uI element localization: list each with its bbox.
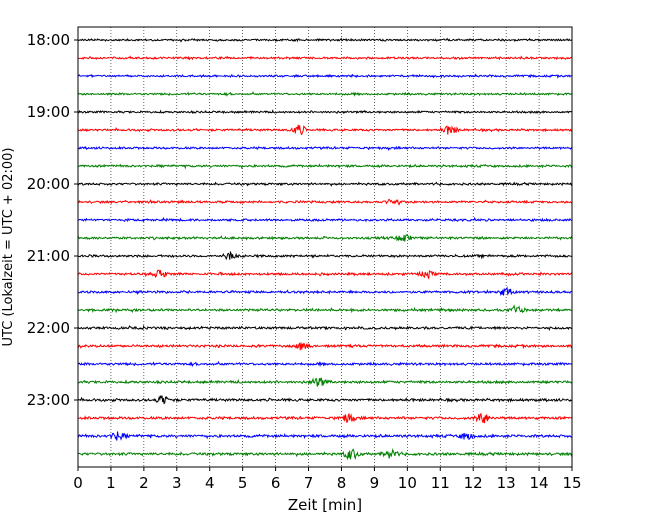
x-tick-label: 7	[304, 474, 314, 492]
trace-line	[77, 395, 573, 405]
trace-line	[77, 37, 573, 43]
x-tick-label: 6	[271, 474, 281, 492]
y-tick-label: 20:00	[27, 175, 70, 193]
x-tick-label: 3	[172, 474, 182, 492]
trace-line	[77, 181, 573, 187]
trace-line	[77, 55, 573, 61]
trace-line	[77, 269, 573, 280]
trace-line	[77, 431, 573, 441]
x-tick-label: 8	[337, 474, 347, 492]
y-tick-label: 19:00	[27, 103, 70, 121]
trace-line	[77, 342, 573, 351]
trace-line	[77, 412, 573, 424]
plot-area	[78, 27, 572, 467]
x-tick-label: 2	[139, 474, 149, 492]
x-tick-label: 4	[205, 474, 215, 492]
trace-line	[77, 304, 573, 314]
grid-lines	[110, 27, 540, 467]
y-axis-ticks: 18:00 19:00 20:00 21:00 22:00 23:00	[27, 31, 78, 409]
trace-line	[77, 234, 573, 242]
x-tick-label: 5	[238, 474, 248, 492]
trace-line	[77, 109, 573, 115]
trace-line	[77, 250, 573, 261]
x-tick-label: 1	[106, 474, 116, 492]
trace-line	[77, 216, 573, 223]
x-tick-label: 11	[431, 474, 450, 492]
y-tick-label: 21:00	[27, 247, 70, 265]
y-tick-label: 18:00	[27, 31, 70, 49]
y-axis-label: UTC (Lokalzeit = UTC + 02:00)	[1, 148, 16, 347]
x-tick-label: 10	[398, 474, 417, 492]
trace-line	[77, 163, 573, 170]
y-tick-label: 23:00	[27, 391, 70, 409]
trace-line	[77, 124, 573, 136]
x-tick-label: 0	[73, 474, 83, 492]
x-tick-label: 15	[562, 474, 581, 492]
x-axis-label: Zeit [min]	[288, 496, 362, 514]
trace-line	[77, 145, 573, 152]
y-tick-label: 22:00	[27, 319, 70, 337]
trace-line	[77, 198, 573, 206]
trace-line	[77, 377, 573, 387]
x-tick-label: 9	[370, 474, 380, 492]
x-tick-label: 14	[530, 474, 549, 492]
trace-line	[77, 91, 573, 97]
seismic-traces	[77, 37, 573, 461]
trace-line	[77, 324, 573, 331]
x-tick-label: 13	[497, 474, 516, 492]
plot-frame	[77, 26, 573, 468]
trace-line	[77, 360, 573, 368]
trace-line	[77, 448, 573, 461]
x-axis-ticks: 0 1 2 3 4 5 6 7 8 9 10 11 12 13 14 15	[73, 467, 582, 492]
x-tick-label: 12	[464, 474, 483, 492]
trace-line	[77, 73, 573, 79]
trace-line	[77, 286, 573, 297]
